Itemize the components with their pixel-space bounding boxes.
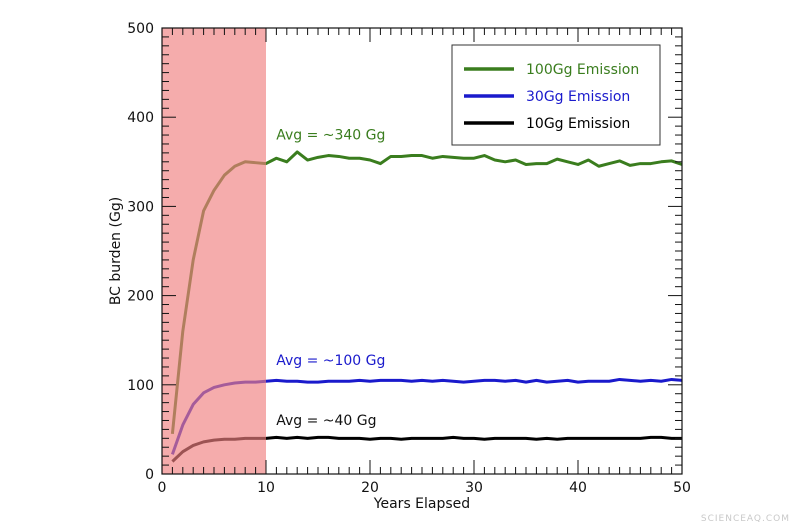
y-tick-label: 200 — [127, 289, 154, 305]
y-tick-label: 300 — [127, 199, 154, 215]
x-tick-label: 50 — [673, 480, 691, 496]
annotation: Avg = ~340 Gg — [276, 128, 385, 144]
x-tick-label: 10 — [257, 480, 275, 496]
annotation: Avg = ~100 Gg — [276, 353, 385, 369]
shaded-region — [162, 28, 266, 474]
y-tick-label: 0 — [145, 467, 154, 483]
legend-label: 100Gg Emission — [526, 62, 639, 78]
y-tick-label: 100 — [127, 378, 154, 394]
watermark: SCIENCEAQ.COM — [700, 514, 790, 524]
y-axis-label: BC burden (Gg) — [108, 197, 124, 305]
legend-label: 30Gg Emission — [526, 89, 630, 105]
x-tick-label: 30 — [465, 480, 483, 496]
legend-label: 10Gg Emission — [526, 116, 630, 132]
x-tick-label: 20 — [361, 480, 379, 496]
annotation: Avg = ~40 Gg — [276, 413, 376, 429]
x-tick-label: 40 — [569, 480, 587, 496]
y-tick-label: 500 — [127, 21, 154, 37]
y-tick-label: 400 — [127, 110, 154, 126]
x-tick-label: 0 — [158, 480, 167, 496]
x-axis-label: Years Elapsed — [373, 496, 470, 512]
